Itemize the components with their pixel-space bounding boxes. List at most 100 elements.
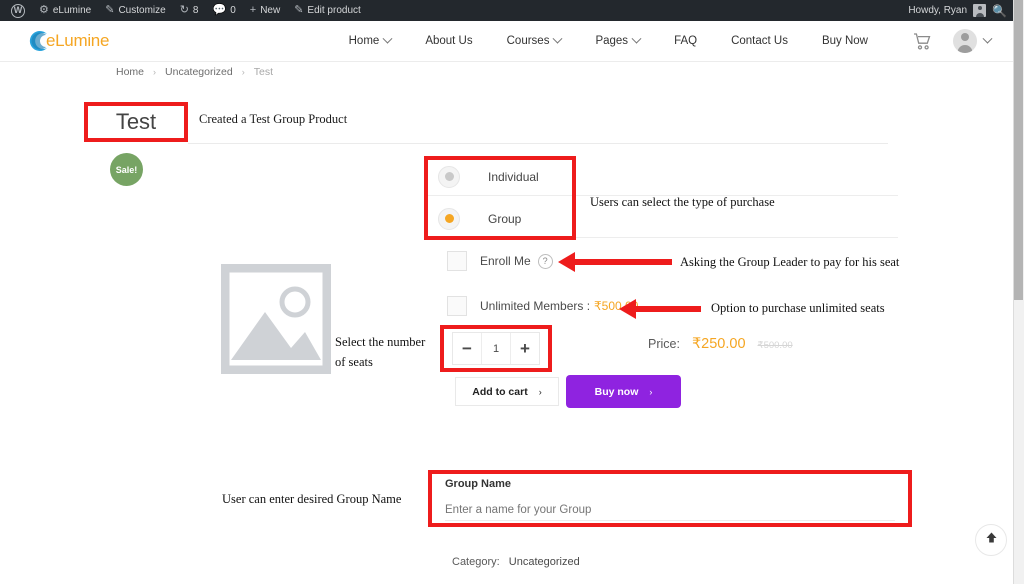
admin-bar-item-updates[interactable]: ↻ 8 [173,0,206,21]
page-title: Test [115,109,157,134]
purchase-option-label: Group [488,211,522,226]
admin-bar-label-comments: 0 [230,5,236,16]
site-icon: ⚙ [39,4,49,16]
product-category: Category: Uncategorized [452,556,580,568]
wordpress-logo-icon [11,3,25,18]
unlimited-members-row[interactable]: Unlimited Members : ₹500.00 [447,296,638,316]
main-navigation: Home About Us Courses Pages FAQ Contact … [332,33,885,47]
category-value[interactable]: Uncategorized [508,556,580,568]
product-title-highlight: Test [84,102,188,142]
product-short-description: Created a Test Group Product [199,112,348,126]
group-name-input[interactable] [445,499,895,521]
nav-item-about-us[interactable]: About Us [408,35,489,47]
admin-bar-item-customize[interactable]: ✎ Customize [98,0,172,21]
admin-bar-label-site: eLumine [52,5,92,16]
category-label: Category: [452,556,500,568]
breadcrumb: Home › Uncategorized › Test [116,66,273,78]
nav-label-contact-us: Contact Us [731,35,788,47]
annotation-enroll-me: Asking the Group Leader to pay for his s… [680,255,900,269]
annotation-purchase-type: Users can select the type of purchase [590,195,775,209]
admin-bar-label-customize: Customize [118,5,166,16]
howdy-greeting[interactable]: Howdy, Ryan [908,5,968,16]
breadcrumb-separator: › [241,67,245,77]
updates-icon: ↻ [179,4,189,16]
radio-individual-icon[interactable] [438,165,460,188]
quantity-increase-button[interactable]: + [520,338,530,358]
quantity-decrease-button[interactable]: − [462,338,472,358]
site-logo-text: eLumine [46,31,110,50]
header-icons [913,29,993,53]
enroll-me-row[interactable]: Enroll Me ? [447,251,553,271]
admin-bar-left-group: ⚙ eLumine ✎ Customize ↻ 8 💬 0 + New ✎ Ed… [0,0,368,21]
purchase-option-group[interactable]: Group [428,200,898,238]
add-to-cart-button[interactable]: Add to cart › [455,377,559,406]
chevron-down-icon [631,33,642,44]
pencil-icon: ✎ [294,4,304,16]
chevron-down-icon [382,33,393,44]
nav-label-courses: Courses [506,35,550,47]
admin-avatar[interactable] [973,4,987,17]
breadcrumb-home[interactable]: Home [116,66,145,78]
annotation-seats-line1: Select the number [335,335,426,349]
admin-bar-label-updates: 8 [192,5,199,16]
enroll-me-label: Enroll Me [480,254,531,268]
buy-now-button[interactable]: Buy now › [566,375,681,408]
quantity-highlight [440,325,552,372]
wordpress-logo-menu[interactable] [4,0,32,21]
image-placeholder-icon [220,263,332,375]
account-menu[interactable] [953,29,993,53]
scrollbar-thumb[interactable] [1014,0,1023,300]
status-badge-sale: Sale! [110,153,143,186]
admin-bar-right-group: Howdy, Ryan 🔍 [908,4,1013,17]
nav-item-buy-now[interactable]: Buy Now [805,35,885,47]
nav-item-contact-us[interactable]: Contact Us [714,35,805,47]
checkbox-unlimited-members[interactable] [447,296,467,316]
nav-label-home: Home [348,35,380,47]
chevron-right-icon: › [649,386,653,397]
nav-item-pages[interactable]: Pages [578,33,657,47]
purchase-option-individual[interactable]: Individual [428,158,898,196]
purchase-type-group: Individual Group [428,158,898,238]
quantity-stepper[interactable]: − 1 + [452,332,540,365]
annotation-unlimited: Option to purchase unlimited seats [711,301,885,315]
search-icon[interactable]: 🔍 [992,3,1007,18]
elumine-swoosh-icon [26,28,52,54]
nav-item-courses[interactable]: Courses [490,33,579,47]
chevron-down-icon [982,33,993,44]
nav-item-home[interactable]: Home [332,33,409,47]
admin-bar-item-comments[interactable]: 💬 0 [205,0,242,21]
site-logo[interactable]: eLumine [26,28,109,54]
nav-label-about-us: About Us [425,35,473,47]
nav-item-faq[interactable]: FAQ [657,35,714,47]
admin-bar-item-site[interactable]: ⚙ eLumine [32,0,98,21]
user-avatar-icon [953,29,977,53]
annotation-arrow-enroll-me [558,252,672,272]
brush-icon: ✎ [105,4,115,16]
plus-icon: + [249,4,257,16]
nav-label-pages: Pages [595,35,629,47]
site-header: eLumine Home About Us Courses Pages FAQ [0,21,1013,62]
buy-now-label: Buy now [594,385,639,398]
unlimited-members-label: Unlimited Members : [480,299,591,313]
nav-label-buy-now: Buy Now [821,35,868,47]
admin-bar-label-new: New [260,5,281,16]
divider [188,143,888,144]
wp-admin-bar: ⚙ eLumine ✎ Customize ↻ 8 💬 0 + New ✎ Ed… [0,0,1013,21]
chevron-right-icon: › [538,386,542,397]
chevron-down-icon [553,33,563,44]
scroll-to-top-button[interactable] [975,524,1007,556]
page-scrollbar[interactable] [1013,0,1024,584]
question-mark-icon[interactable]: ? [537,253,553,269]
radio-group-icon[interactable] [438,207,460,230]
arrow-up-icon [985,531,998,549]
quantity-value[interactable]: 1 [481,333,511,364]
breadcrumb-category[interactable]: Uncategorized [165,66,233,78]
admin-bar-item-edit-product[interactable]: ✎ Edit product [287,0,368,21]
cart-icon[interactable] [913,33,931,50]
annotation-group-name: User can enter desired Group Name [222,492,402,506]
admin-bar-item-new[interactable]: + New [243,0,287,21]
annotation-seats-line2: of seats [335,355,373,369]
checkbox-enroll-me[interactable] [447,251,467,271]
admin-bar-label-edit-product: Edit product [307,5,361,16]
